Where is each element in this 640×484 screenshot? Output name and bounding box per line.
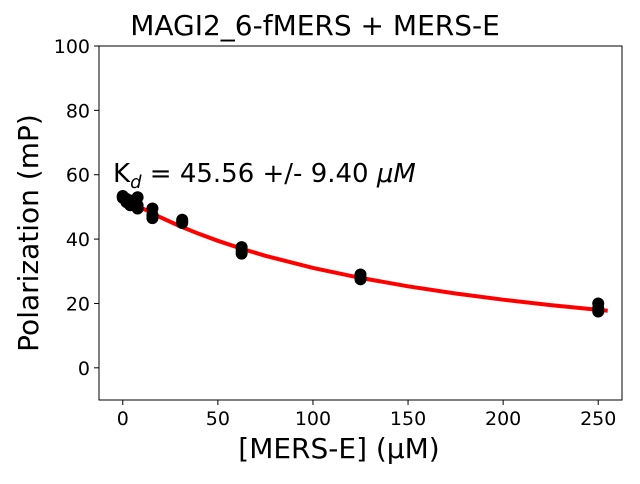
kd-subscript: d — [130, 172, 142, 193]
kd-symbol: K — [113, 159, 131, 189]
x-tick-label: 0 — [117, 408, 129, 430]
x-tick-label: 150 — [390, 408, 426, 430]
x-tick-label: 200 — [485, 408, 521, 430]
axes-frame — [98, 45, 623, 401]
y-tick-label: 40 — [66, 229, 90, 251]
data-point — [354, 273, 367, 286]
kd-annotation: Kd = 45.56 +/- 9.40 μM — [113, 159, 416, 193]
y-axis: 0 20 40 60 80 100 — [54, 36, 99, 380]
chart-title: MAGI2_6-fMERS + MERS-E — [130, 9, 500, 42]
y-axis-label: Polarization (mP) — [12, 114, 45, 352]
data-point — [176, 217, 189, 229]
y-tick-label: 100 — [54, 36, 90, 58]
x-axis-label: [MERS-E] (µM) — [238, 432, 439, 465]
y-tick-label: 60 — [66, 165, 90, 187]
kd-value: = 45.56 +/- 9.40 — [142, 159, 377, 189]
data-point — [592, 305, 605, 318]
x-tick-label: 50 — [206, 408, 230, 430]
y-tick-label: 0 — [78, 358, 90, 380]
x-axis: 0 50 100 150 200 250 — [117, 400, 616, 430]
data-point — [131, 202, 144, 215]
x-tick-label: 100 — [295, 408, 331, 430]
fit-curve — [121, 195, 608, 313]
x-tick-label: 250 — [580, 408, 616, 430]
kd-unit: μM — [376, 159, 416, 189]
y-tick-label: 80 — [66, 100, 90, 122]
data-point — [146, 212, 159, 225]
data-point — [235, 247, 248, 260]
plot-area — [116, 189, 608, 318]
y-tick-label: 20 — [66, 293, 90, 315]
